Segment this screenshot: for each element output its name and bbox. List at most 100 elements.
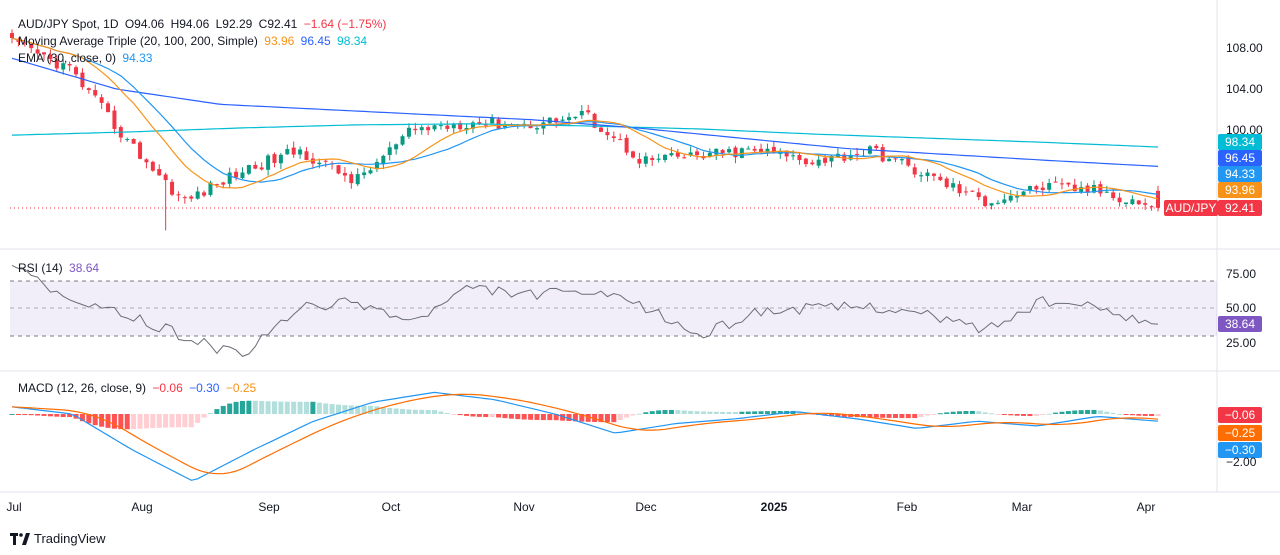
candle-body (362, 172, 367, 176)
ema-label: EMA (30, close, 0) (18, 51, 117, 65)
macd-histogram-bar (432, 410, 438, 414)
candle-body (93, 90, 98, 96)
candle-body (342, 172, 347, 176)
candle-body (1079, 187, 1084, 192)
candle-body (368, 170, 373, 174)
open-value: O94.06 (124, 17, 165, 31)
candle-body (304, 151, 309, 161)
candle-body (1066, 182, 1071, 185)
macd-hist-tag: −0.06 (1218, 407, 1262, 423)
macd-histogram-bar (918, 414, 924, 417)
macd-histogram-bar (169, 414, 175, 428)
macd-histogram-bar (841, 414, 847, 417)
macd-histogram-bar (707, 411, 713, 414)
macd-histogram-bar (54, 414, 60, 417)
macd-histogram-bar (1117, 413, 1123, 415)
macd-histogram-bar (22, 414, 28, 415)
macd-histogram-bar (611, 414, 617, 423)
candle-body (1104, 191, 1109, 193)
candle-body (285, 149, 290, 155)
macd-histogram-bar (579, 414, 585, 422)
price-legend: AUD/JPY Spot, 1D O94.06 H94.06 L92.29 C9… (18, 17, 389, 32)
candle-body (784, 150, 789, 157)
candle-body (534, 128, 539, 130)
candle-body (995, 202, 1000, 204)
x-tick-sep: Sep (258, 500, 280, 514)
candle-body (631, 151, 636, 158)
ma-label: Moving Average Triple (20, 100, 200, Sim… (18, 34, 258, 48)
candle-body (944, 178, 949, 188)
macd-histogram-bar (79, 414, 85, 422)
candle-body (278, 154, 283, 164)
candle-body (931, 173, 936, 176)
macd-histogram-bar (438, 411, 444, 414)
candle-body (1149, 206, 1154, 208)
candle-body (1123, 202, 1128, 204)
macd-histogram-bar (585, 414, 591, 422)
macd-histogram-bar (163, 414, 169, 428)
macd-histogram-bar (323, 403, 329, 414)
candle-body (374, 161, 379, 170)
candle-body (637, 158, 642, 164)
candle-body (663, 154, 668, 161)
macd-histogram-bar (976, 411, 982, 414)
macd-histogram-bar (752, 411, 758, 414)
x-tick-2025: 2025 (760, 500, 788, 514)
macd-histogram-bar (118, 414, 124, 430)
macd-histogram-bar (950, 411, 956, 414)
tradingview-icon (10, 532, 30, 545)
macd-histogram-bar (1110, 412, 1116, 414)
macd-histogram-bar (963, 411, 969, 414)
macd-histogram-bar (508, 414, 514, 419)
candle-body (202, 192, 207, 196)
macd-histogram-bar (137, 414, 143, 429)
macd-histogram-bar (662, 409, 668, 414)
macd-histogram-bar (528, 414, 534, 420)
ema-value: 94.33 (122, 51, 153, 65)
tradingview-logo[interactable]: TradingView (10, 531, 106, 546)
ma100-line (11, 57, 1159, 167)
macd-histogram-bar (681, 410, 687, 414)
candle-body (42, 52, 47, 55)
macd-histogram-bar (483, 414, 489, 418)
macd-histogram-bar (995, 414, 1001, 415)
macd-histogram-bar (67, 414, 73, 418)
macd-histogram-bar (99, 414, 105, 427)
macd-histogram-bar (419, 409, 425, 414)
macd-histogram-bar (764, 411, 770, 414)
candle-body (727, 149, 732, 153)
macd-histogram-bar (617, 414, 623, 421)
candle-body (10, 33, 14, 39)
candle-body (1156, 190, 1160, 208)
macd-histogram-bar (35, 414, 41, 416)
candle-body (1085, 185, 1090, 193)
macd-histogram-bar (1085, 409, 1091, 414)
macd-histogram-bar (649, 411, 655, 414)
macd-histogram-bar (246, 400, 252, 414)
macd-histogram-bar (476, 414, 482, 417)
macd-histogram-bar (342, 405, 348, 414)
candle-body (912, 167, 917, 175)
candle-body (656, 158, 661, 160)
rsi-tag: 38.64 (1218, 316, 1262, 332)
candle-body (797, 154, 802, 161)
macd-histogram-bar (912, 414, 918, 419)
candle-body (1002, 199, 1007, 203)
candle-body (970, 190, 975, 192)
candle-body (99, 97, 104, 103)
candle-body (419, 127, 424, 131)
candle-body (823, 157, 828, 163)
macd-histogram-bar (425, 409, 431, 414)
x-tick-mar: Mar (1011, 500, 1033, 514)
macd-histogram-bar (457, 414, 463, 416)
candle-body (1111, 192, 1116, 199)
candle-body (400, 136, 405, 145)
macd-histogram-bar (969, 410, 975, 414)
candle-body (131, 139, 136, 144)
candle-body (919, 175, 924, 177)
candle-body (176, 194, 181, 196)
macd-histogram-bar (553, 414, 559, 421)
candle-body (74, 67, 79, 75)
candle-body (1047, 183, 1052, 190)
macd-histogram-bar (188, 414, 194, 428)
